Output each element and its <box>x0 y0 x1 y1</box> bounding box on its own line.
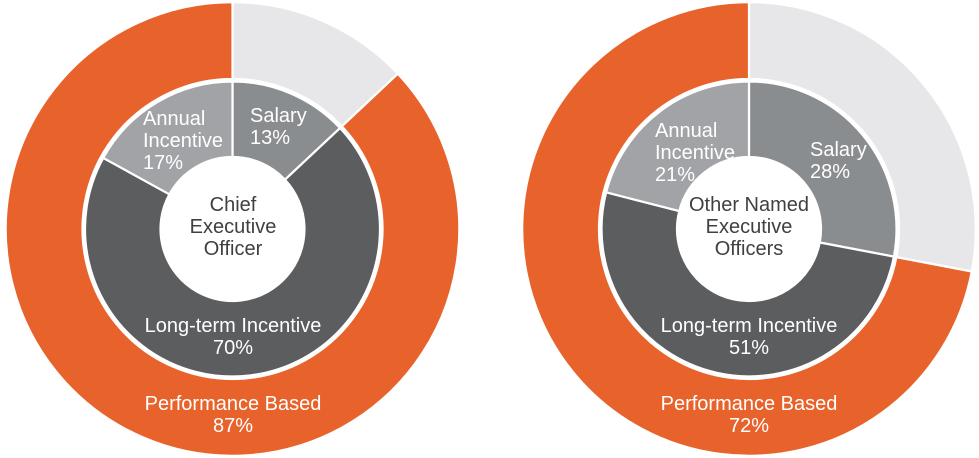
ceo-annual-name-line1: Annual <box>143 108 206 130</box>
oneo-longterm-name: Long-term Incentive <box>660 315 838 337</box>
ceo-longterm-name: Long-term Incentive <box>144 315 322 337</box>
ceo-longterm-pct: 70% <box>212 337 254 359</box>
oneo-performance-label: Performance Based 72% <box>599 393 899 437</box>
oneo-annual-name-line2: Incentive <box>655 142 736 164</box>
oneo-performance-pct: 72% <box>728 415 770 437</box>
ceo-performance-label: Performance Based 87% <box>83 393 383 437</box>
ceo-center-line1: Chief <box>209 194 257 216</box>
oneo-center-line1: Other Named <box>688 194 810 216</box>
oneo-longterm-label: Long-term Incentive 51% <box>599 315 899 359</box>
ceo-salary-pct: 13% <box>250 127 291 149</box>
ceo-center-line3: Officer <box>203 238 263 260</box>
ceo-annual-name-line2: Incentive <box>143 130 224 152</box>
ceo-salary-name: Salary <box>250 105 307 127</box>
ceo-center-line2: Executive <box>189 216 277 238</box>
oneo-salary-name: Salary <box>810 139 867 161</box>
oneo-annual-pct: 21% <box>655 164 696 186</box>
ceo-longterm-label: Long-term Incentive 70% <box>83 315 383 359</box>
oneo-annual-incentive-label: Annual Incentive 21% <box>655 120 735 186</box>
ceo-center-circle <box>160 157 305 301</box>
ceo-performance-pct: 87% <box>212 415 254 437</box>
oneo-performance-segment <box>521 1 973 457</box>
ceo-annual-incentive-label: Annual Incentive 17% <box>143 108 223 174</box>
oneo-annual-name-line1: Annual <box>655 120 718 142</box>
oneo-longterm-pct: 51% <box>728 337 770 359</box>
ceo-performance-name: Performance Based <box>144 393 322 415</box>
oneo-salary-pct: 28% <box>810 161 851 183</box>
oneo-non_performance-segment <box>747 1 977 273</box>
ceo-center-title: Chief Executive Officer <box>83 194 383 260</box>
ceo-performance-segment <box>4 1 461 457</box>
oneo-center-title: Other Named Executive Officers <box>599 194 899 260</box>
ceo-salary-label: Salary 13% <box>250 105 307 149</box>
ceo-annual-pct: 17% <box>143 152 184 174</box>
oneo-center-line3: Officers <box>714 238 784 260</box>
oneo-performance-name: Performance Based <box>660 393 838 415</box>
oneo-center-circle <box>677 157 821 301</box>
oneo-salary-label: Salary 28% <box>810 139 867 183</box>
oneo-center-line2: Executive <box>705 216 793 238</box>
